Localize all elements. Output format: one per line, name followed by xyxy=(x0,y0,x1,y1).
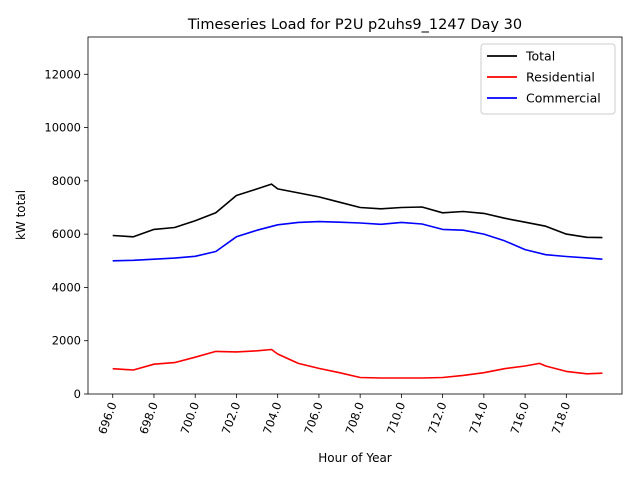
x-tick-label: 704.0 xyxy=(260,400,284,436)
y-tick-label: 12000 xyxy=(44,67,81,81)
y-tick-label: 10000 xyxy=(44,121,81,135)
x-tick-label: 700.0 xyxy=(178,400,202,436)
y-tick-label: 2000 xyxy=(52,334,81,348)
series-line-commercial xyxy=(112,220,603,262)
x-tick-label: 718.0 xyxy=(549,400,573,436)
x-tick-label: 696.0 xyxy=(95,400,119,436)
chart-title: Timeseries Load for P2U p2uhs9_1247 Day … xyxy=(187,17,522,33)
plot-area: 696.0 698.0 700.0 702.0 704.0 706.0 708.0 710.0… xyxy=(44,36,623,436)
legend-label-commercial: Commercial xyxy=(526,91,601,106)
x-tick-label: 712.0 xyxy=(425,400,449,436)
y-tick-label: 0 xyxy=(74,387,81,401)
x-axis-label: Hour of Year xyxy=(318,451,392,465)
x-tick-label: 698.0 xyxy=(136,400,160,436)
x-tick-label: 710.0 xyxy=(384,400,408,436)
legend: Total Residential Commercial xyxy=(480,43,616,115)
legend-box xyxy=(480,43,616,115)
legend-label-residential: Residential xyxy=(526,70,595,85)
x-tick-label: 706.0 xyxy=(301,400,325,436)
x-tick-label: 702.0 xyxy=(219,400,243,436)
y-tick-label: 8000 xyxy=(52,174,81,188)
x-tick-label: 708.0 xyxy=(343,400,367,436)
x-tick-label: 716.0 xyxy=(507,400,531,436)
legend-label-total: Total xyxy=(525,49,555,64)
axes-frame xyxy=(87,36,623,395)
series-line-total xyxy=(112,183,603,239)
y-tick-label: 6000 xyxy=(52,227,81,241)
x-tick-label: 714.0 xyxy=(466,400,490,436)
series-line-residential xyxy=(112,348,603,379)
y-tick-label: 4000 xyxy=(52,280,81,294)
y-axis-label: kW total xyxy=(14,190,28,240)
